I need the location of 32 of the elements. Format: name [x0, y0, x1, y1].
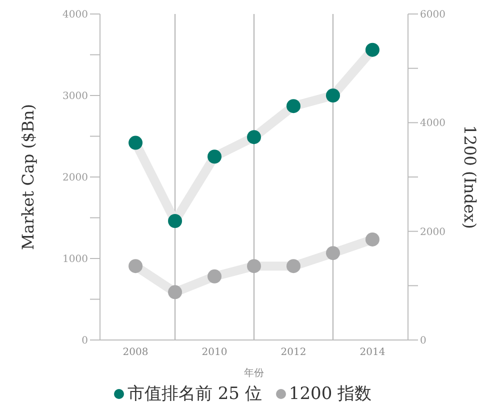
x-axis-title: 年份: [244, 367, 264, 379]
point: [286, 99, 300, 114]
point: [247, 130, 261, 144]
y2-tick-label: 4000: [420, 118, 446, 130]
point: [208, 150, 222, 164]
y-tick-label: 4000: [62, 10, 88, 21]
point: [168, 214, 182, 228]
point: [128, 259, 143, 274]
legend-label: 市值排名前 25 位: [126, 383, 262, 405]
point: [326, 246, 340, 260]
x-tick-label: 2010: [202, 347, 228, 358]
y2-axis-title: 1200 (Index): [460, 125, 480, 229]
y2-tick-label: 0: [420, 336, 426, 347]
point: [128, 136, 143, 150]
y-tick-label: 2000: [62, 172, 88, 184]
point: [365, 232, 380, 246]
y2-tick-label: 2000: [420, 226, 446, 238]
x-tick-label: 2008: [122, 347, 148, 358]
point: [326, 88, 340, 102]
point: [365, 42, 380, 57]
y-tick-label: 0: [82, 336, 88, 347]
y-tick-label: 1000: [62, 254, 88, 266]
y2-tick-label: 6000: [420, 10, 446, 21]
legend-label: 1200 指数: [288, 383, 372, 405]
point: [247, 259, 261, 274]
point: [208, 269, 222, 284]
y-axis-title: Market Cap ($Bn): [18, 104, 38, 250]
y-tick-label: 3000: [62, 91, 88, 102]
x-tick-label: 2012: [280, 347, 306, 358]
point: [168, 285, 182, 300]
point: [286, 259, 300, 274]
x-tick-label: 2014: [360, 347, 386, 358]
